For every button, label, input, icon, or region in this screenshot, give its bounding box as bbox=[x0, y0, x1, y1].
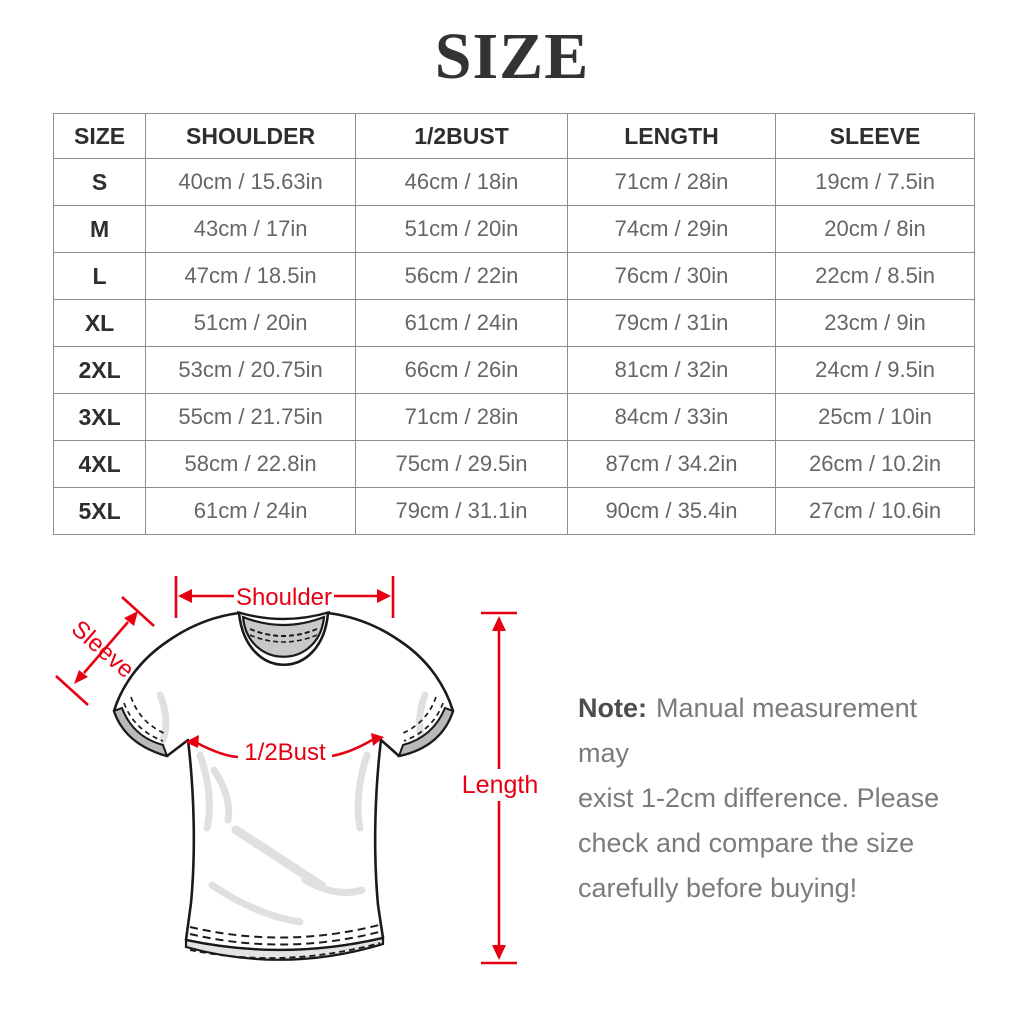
cell-size: XL bbox=[52, 299, 147, 347]
note-line: exist 1-2cm difference. Please bbox=[578, 783, 940, 813]
tshirt-graphic bbox=[112, 610, 455, 961]
cell-bust: 71cm / 28in bbox=[355, 393, 568, 441]
table-row: S 40cm / 15.63in 46cm / 18in 71cm / 28in… bbox=[52, 158, 975, 206]
cell-sleeve: 27cm / 10.6in bbox=[775, 487, 975, 535]
cell-length: 76cm / 30in bbox=[566, 252, 777, 300]
shoulder-measure-arrow bbox=[174, 576, 395, 618]
cell-shoulder: 55cm / 21.75in bbox=[145, 393, 357, 441]
cell-shoulder: 47cm / 18.5in bbox=[145, 252, 357, 300]
col-header-bust: 1/2BUST bbox=[355, 113, 568, 159]
cell-shoulder: 43cm / 17in bbox=[145, 205, 357, 253]
cell-shoulder: 40cm / 15.63in bbox=[145, 158, 357, 206]
page-title: SIZE bbox=[434, 20, 590, 93]
measurement-diagram: Shoulder Sleeve 1/2Bust Length bbox=[55, 576, 538, 965]
cell-size: L bbox=[52, 252, 147, 300]
bust-label: 1/2Bust bbox=[244, 739, 326, 766]
length-measure-arrow bbox=[481, 611, 517, 965]
cell-size: 5XL bbox=[52, 487, 147, 535]
cell-size: 2XL bbox=[52, 346, 147, 394]
cell-length: 84cm / 33in bbox=[566, 393, 777, 441]
cell-length: 74cm / 29in bbox=[566, 205, 777, 253]
col-header-shoulder: SHOULDER bbox=[145, 113, 357, 159]
tshirt-body bbox=[112, 611, 455, 952]
shoulder-label: Shoulder bbox=[236, 584, 332, 611]
cell-size: 3XL bbox=[52, 393, 147, 441]
col-header-sleeve: SLEEVE bbox=[775, 113, 975, 159]
cell-shoulder: 53cm / 20.75in bbox=[145, 346, 357, 394]
cell-sleeve: 23cm / 9in bbox=[775, 299, 975, 347]
table-row: 4XL 58cm / 22.8in 75cm / 29.5in 87cm / 3… bbox=[52, 440, 975, 488]
collar-back-edge bbox=[236, 610, 331, 621]
cell-length: 79cm / 31in bbox=[566, 299, 777, 347]
cell-bust: 66cm / 26in bbox=[355, 346, 568, 394]
cell-length: 90cm / 35.4in bbox=[566, 487, 777, 535]
cell-bust: 61cm / 24in bbox=[355, 299, 568, 347]
hem-stitching bbox=[189, 924, 381, 959]
cuff-right bbox=[397, 706, 455, 758]
cell-bust: 56cm / 22in bbox=[355, 252, 568, 300]
cell-length: 87cm / 34.2in bbox=[566, 440, 777, 488]
collar-stitching bbox=[249, 628, 318, 643]
bust-measure-arrow bbox=[185, 733, 384, 759]
table-row: M 43cm / 17in 51cm / 20in 74cm / 29in 20… bbox=[52, 205, 975, 253]
note-line: Note: Manual measurement may bbox=[578, 693, 918, 768]
cell-size: 4XL bbox=[52, 440, 147, 488]
cell-bust: 75cm / 29.5in bbox=[355, 440, 568, 488]
cuff-left bbox=[112, 706, 169, 758]
cell-size: S bbox=[52, 158, 147, 206]
cell-bust: 79cm / 31.1in bbox=[355, 487, 568, 535]
col-header-length: LENGTH bbox=[566, 113, 777, 159]
cell-bust: 51cm / 20in bbox=[355, 205, 568, 253]
table-row: L 47cm / 18.5in 56cm / 22in 76cm / 30in … bbox=[52, 252, 975, 300]
table-row: XL 51cm / 20in 61cm / 24in 79cm / 31in 2… bbox=[52, 299, 975, 347]
cell-sleeve: 19cm / 7.5in bbox=[775, 158, 975, 206]
length-label: Length bbox=[462, 771, 538, 799]
size-table-header-row: SIZE SHOULDER 1/2BUST LENGTH SLEEVE bbox=[52, 113, 975, 159]
cuff-stitching bbox=[123, 696, 444, 742]
cell-bust: 46cm / 18in bbox=[355, 158, 568, 206]
cell-sleeve: 24cm / 9.5in bbox=[775, 346, 975, 394]
cell-size: M bbox=[52, 205, 147, 253]
cell-sleeve: 22cm / 8.5in bbox=[775, 252, 975, 300]
note-line: check and compare the size bbox=[578, 828, 915, 858]
hem-band bbox=[184, 936, 385, 961]
cell-shoulder: 61cm / 24in bbox=[145, 487, 357, 535]
note-label: Note: bbox=[578, 693, 647, 723]
note-line: carefully before buying! bbox=[578, 873, 858, 903]
note-text: Note: Manual measurement may exist 1-2cm … bbox=[578, 686, 963, 911]
table-row: 5XL 61cm / 24in 79cm / 31.1in 90cm / 35.… bbox=[52, 487, 975, 535]
table-row: 2XL 53cm / 20.75in 66cm / 26in 81cm / 32… bbox=[52, 346, 975, 394]
sleeve-measure-arrow bbox=[55, 596, 155, 706]
cell-length: 81cm / 32in bbox=[566, 346, 777, 394]
size-table: SIZE SHOULDER 1/2BUST LENGTH SLEEVE S 40… bbox=[52, 113, 975, 535]
cell-sleeve: 25cm / 10in bbox=[775, 393, 975, 441]
sleeve-label: Sleeve bbox=[66, 615, 139, 684]
cell-shoulder: 51cm / 20in bbox=[145, 299, 357, 347]
cell-sleeve: 26cm / 10.2in bbox=[775, 440, 975, 488]
table-row: 3XL 55cm / 21.75in 71cm / 28in 84cm / 33… bbox=[52, 393, 975, 441]
cell-shoulder: 58cm / 22.8in bbox=[145, 440, 357, 488]
cell-length: 71cm / 28in bbox=[566, 158, 777, 206]
col-header-size: SIZE bbox=[52, 113, 147, 159]
cell-sleeve: 20cm / 8in bbox=[775, 205, 975, 253]
